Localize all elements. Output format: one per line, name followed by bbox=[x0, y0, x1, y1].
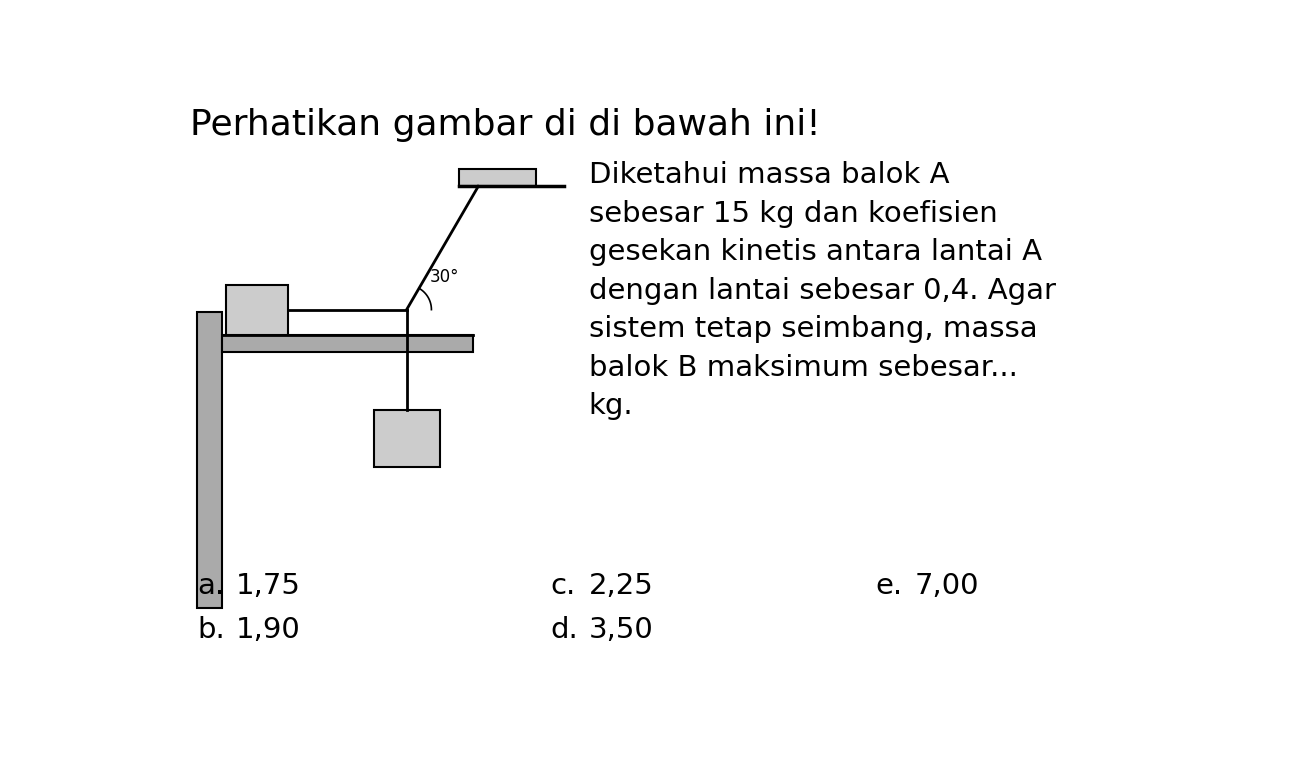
Bar bbox=[373, 409, 439, 467]
Bar bbox=[198, 312, 222, 608]
Text: Perhatikan gambar di di bawah ini!: Perhatikan gambar di di bawah ini! bbox=[190, 108, 820, 142]
Text: d.: d. bbox=[550, 615, 577, 644]
Text: dengan lantai sebesar 0,4. Agar: dengan lantai sebesar 0,4. Agar bbox=[589, 277, 1056, 305]
Text: 30°: 30° bbox=[430, 268, 459, 286]
Text: gesekan kinetis antara lantai A: gesekan kinetis antara lantai A bbox=[589, 238, 1041, 266]
Text: b.: b. bbox=[198, 615, 225, 644]
Text: 1,90: 1,90 bbox=[237, 615, 300, 644]
Text: 7,00: 7,00 bbox=[914, 572, 979, 600]
Text: sistem tetap seimbang, massa: sistem tetap seimbang, massa bbox=[589, 316, 1037, 344]
Text: 3,50: 3,50 bbox=[589, 615, 654, 644]
Text: c.: c. bbox=[550, 572, 575, 600]
Text: kg.: kg. bbox=[589, 392, 633, 420]
Text: Diketahui massa balok A: Diketahui massa balok A bbox=[589, 162, 949, 190]
Text: sebesar 15 kg dan koefisien: sebesar 15 kg dan koefisien bbox=[589, 200, 997, 228]
Text: 1,75: 1,75 bbox=[237, 572, 302, 600]
Text: e.: e. bbox=[875, 572, 902, 600]
Text: 2,25: 2,25 bbox=[589, 572, 654, 600]
Bar bbox=[226, 285, 289, 334]
Bar bbox=[222, 334, 472, 351]
Bar bbox=[459, 170, 537, 187]
Text: balok B maksimum sebesar...: balok B maksimum sebesar... bbox=[589, 354, 1018, 382]
Text: a.: a. bbox=[198, 572, 225, 600]
